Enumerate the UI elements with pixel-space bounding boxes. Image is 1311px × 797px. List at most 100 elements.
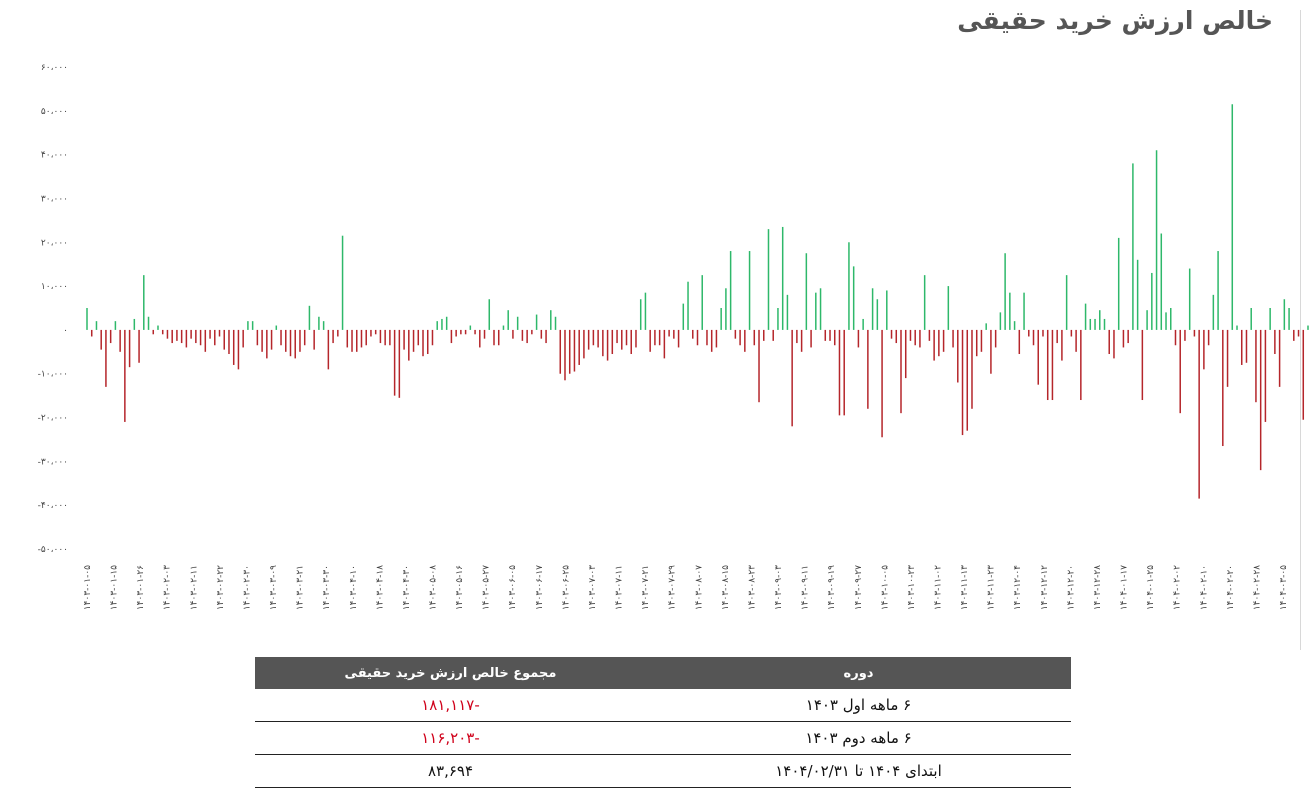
bar <box>1084 303 1087 330</box>
bar <box>1099 310 1101 330</box>
bar <box>469 325 472 330</box>
bar <box>270 329 273 350</box>
bar <box>871 288 874 330</box>
row-sum: -۱۸۱,۱۱۷ <box>255 689 646 722</box>
bar <box>308 305 311 330</box>
summary-table: دوره مجموع خالص ارزش خرید حقیقی ۶ ماهه ا… <box>255 657 1071 788</box>
y-tick-label: -۴۰،۰۰۰ <box>38 501 68 511</box>
bar <box>1160 233 1163 330</box>
bar <box>739 329 741 346</box>
bar <box>639 299 642 330</box>
bar <box>843 329 845 416</box>
bar <box>1013 321 1016 330</box>
bar <box>833 329 836 346</box>
bar <box>497 329 500 346</box>
bar <box>682 303 685 330</box>
bar <box>1141 329 1144 401</box>
bar <box>114 321 117 330</box>
bar <box>171 329 173 344</box>
bar <box>852 266 855 330</box>
bar <box>578 329 580 365</box>
bar <box>763 329 765 341</box>
bar <box>1170 308 1172 330</box>
x-tick-label: ۱۴۰۴-۰۲-۲۰ <box>1226 565 1236 610</box>
bar <box>322 321 325 330</box>
bar <box>720 308 722 330</box>
bar <box>540 329 543 339</box>
bar <box>928 329 931 341</box>
bar <box>204 329 207 352</box>
bar <box>644 292 647 330</box>
bar <box>758 329 760 403</box>
bar <box>161 329 164 335</box>
bar <box>157 325 159 330</box>
bar <box>180 329 183 344</box>
bar <box>422 329 424 357</box>
bar <box>133 318 136 330</box>
x-tick-label: ۱۴۰۳-۰۶-۱۷ <box>535 565 545 610</box>
bar <box>228 329 230 355</box>
bar <box>621 329 623 350</box>
bar <box>247 321 249 330</box>
bar <box>890 329 893 339</box>
x-tick-label: ۱۴۰۳-۰۶-۰۵ <box>508 565 518 610</box>
bar <box>436 321 438 330</box>
bar <box>521 329 524 341</box>
bar <box>389 329 391 346</box>
bar <box>1018 329 1021 355</box>
bar <box>550 310 552 330</box>
bar <box>957 329 959 383</box>
y-tick-label: ۱۰،۰۰۰ <box>41 282 68 292</box>
bar <box>838 329 841 416</box>
bar <box>545 329 547 344</box>
bar <box>1075 329 1077 352</box>
x-tick-label: ۱۴۰۴-۰۲-۲۸ <box>1252 565 1262 610</box>
y-tick-label: ۳۰،۰۰۰ <box>41 194 68 204</box>
bar <box>502 325 505 330</box>
x-tick-label: ۱۴۰۳-۰۳-۲۱ <box>296 565 306 610</box>
y-tick-label: ۵۰،۰۰۰ <box>41 107 68 117</box>
bar <box>1117 237 1120 330</box>
bar <box>147 316 150 330</box>
x-tick-label: ۱۴۰۳-۱۱-۰۲ <box>934 565 944 610</box>
bar <box>237 329 240 370</box>
bar <box>1240 329 1243 365</box>
bar <box>668 329 670 337</box>
x-tick-label: ۱۴۰۳-۰۹-۱۹ <box>827 565 837 610</box>
bar <box>143 275 145 330</box>
y-tick-label: -۵۰،۰۰۰ <box>38 545 68 555</box>
bar <box>923 275 926 330</box>
bar <box>701 275 703 330</box>
y-axis: ۶۰،۰۰۰ ۵۰،۰۰۰ ۴۰،۰۰۰ ۳۰،۰۰۰ ۲۰،۰۰۰ ۱۰،۰۰۰ ۰ -۱۰… <box>38 63 68 555</box>
bar <box>715 329 718 348</box>
bar <box>663 329 666 359</box>
x-tick-label: ۱۴۰۳-۰۱-۲۶ <box>136 565 146 610</box>
bar <box>654 329 656 346</box>
bar <box>346 329 349 348</box>
bar <box>886 290 888 330</box>
bar <box>777 308 779 330</box>
bar <box>1245 329 1248 363</box>
bar <box>696 329 699 346</box>
x-tick-label: ۱۴۰۳-۰۲-۲۲ <box>216 565 226 610</box>
bar <box>351 329 353 352</box>
bar <box>592 329 595 346</box>
x-tick-label: ۱۴۰۳-۱۰-۲۳ <box>907 565 917 610</box>
x-tick-label: ۱۴۰۳-۰۵-۰۸ <box>429 565 439 610</box>
table-row: ۶ ماهه اول ۱۴۰۳ -۱۸۱,۱۱۷ <box>255 689 1071 722</box>
bar <box>1297 329 1300 337</box>
bar <box>1231 104 1234 330</box>
bar <box>1179 329 1181 414</box>
bar <box>904 329 907 379</box>
x-tick-label: ۱۴۰۳-۰۷-۰۳ <box>588 565 598 610</box>
bar <box>791 329 793 427</box>
bar <box>483 329 486 339</box>
bar <box>980 329 983 352</box>
header-period: دوره <box>646 657 1071 689</box>
bar <box>242 329 244 348</box>
bar <box>1061 329 1063 361</box>
x-tick-label: ۱۴۰۳-۰۴-۱۰ <box>349 565 359 610</box>
bars <box>86 104 1309 499</box>
bar <box>966 329 969 431</box>
bar <box>635 329 637 348</box>
